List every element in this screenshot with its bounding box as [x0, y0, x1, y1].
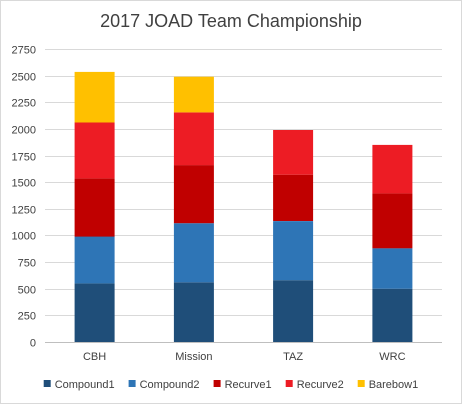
y-tick-label: 1250 [12, 205, 36, 217]
bar-segment [173, 76, 214, 113]
legend-label: Compound2 [140, 379, 200, 391]
legend-label: Barebow1 [369, 379, 419, 391]
legend-swatch [43, 380, 51, 387]
bar-segment [74, 283, 115, 342]
bars [74, 71, 413, 342]
legend-label: Recurve2 [297, 379, 344, 391]
bar-segment [173, 223, 214, 283]
bar-segment [173, 112, 214, 166]
bar-segment [372, 248, 413, 289]
bar-segment [173, 165, 214, 224]
x-axis-ticks: CBH Mission TAZ WRC [83, 351, 406, 363]
y-axis-ticks: 0 250 500 750 1000 1250 1500 1750 2000 2250 2500 27… [12, 45, 36, 350]
y-tick-label: 2000 [12, 125, 36, 137]
bar-segment [273, 221, 314, 281]
chart-title: 2017 JOAD Team Championship [100, 11, 362, 31]
x-tick-label: TAZ [283, 351, 303, 363]
x-tick-label: Mission [175, 351, 212, 363]
bar-segment [372, 288, 413, 342]
y-tick-label: 1750 [12, 152, 36, 164]
legend-swatch [357, 380, 365, 387]
y-tick-label: 250 [18, 311, 36, 323]
legend-label: Recurve1 [225, 379, 272, 391]
x-tick-label: CBH [83, 351, 106, 363]
bar-segment [74, 122, 115, 179]
y-tick-label: 750 [18, 258, 36, 270]
bar-segment [372, 193, 413, 249]
bar-segment [74, 236, 115, 284]
legend: Compound1 Compound2 Recurve1 Recurve2 Barebo… [43, 379, 419, 391]
bar-segment [372, 144, 413, 194]
x-tick-label: WRC [379, 351, 405, 363]
y-tick-label: 1000 [12, 231, 36, 243]
y-tick-label: 2250 [12, 98, 36, 110]
bar-segment [273, 280, 314, 342]
bar-segment [173, 282, 214, 342]
legend-item: Barebow1 [357, 379, 419, 391]
bar-segment [273, 130, 314, 175]
legend-item: Compound1 [43, 379, 115, 391]
bar-segment [74, 71, 115, 123]
legend-swatch [213, 380, 221, 387]
y-tick-label: 1500 [12, 178, 36, 190]
y-tick-label: 500 [18, 285, 36, 297]
legend-item: Compound2 [128, 379, 200, 391]
y-tick-label: 0 [30, 338, 36, 350]
y-tick-label: 2500 [12, 72, 36, 84]
bar-segment [273, 174, 314, 221]
y-tick-label: 2750 [12, 45, 36, 57]
legend-label: Compound1 [55, 379, 115, 391]
legend-swatch [128, 380, 136, 387]
bar-segment [74, 178, 115, 237]
legend-item: Recurve2 [285, 379, 344, 391]
legend-item: Recurve1 [213, 379, 272, 391]
legend-swatch [285, 380, 293, 387]
